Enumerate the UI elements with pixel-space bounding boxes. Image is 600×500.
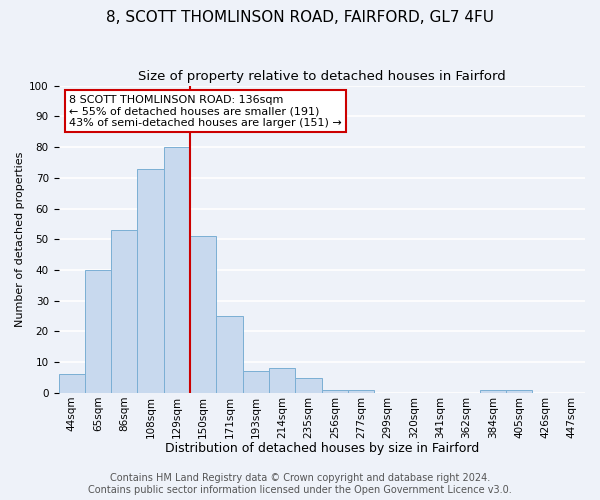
Text: 8 SCOTT THOMLINSON ROAD: 136sqm
← 55% of detached houses are smaller (191)
43% o: 8 SCOTT THOMLINSON ROAD: 136sqm ← 55% of… [69,95,342,128]
Y-axis label: Number of detached properties: Number of detached properties [15,152,25,327]
Bar [164,147,190,393]
Bar [322,390,348,393]
Bar [85,270,111,393]
Bar [59,374,85,393]
Bar [111,230,137,393]
Bar [506,390,532,393]
Bar [295,378,322,393]
Text: 8, SCOTT THOMLINSON ROAD, FAIRFORD, GL7 4FU: 8, SCOTT THOMLINSON ROAD, FAIRFORD, GL7 … [106,10,494,25]
Title: Size of property relative to detached houses in Fairford: Size of property relative to detached ho… [138,70,506,83]
Text: Contains HM Land Registry data © Crown copyright and database right 2024.
Contai: Contains HM Land Registry data © Crown c… [88,474,512,495]
Bar [137,168,164,393]
Bar [348,390,374,393]
Bar [217,316,243,393]
Bar [480,390,506,393]
Bar [243,372,269,393]
X-axis label: Distribution of detached houses by size in Fairford: Distribution of detached houses by size … [164,442,479,455]
Bar [190,236,217,393]
Bar [269,368,295,393]
